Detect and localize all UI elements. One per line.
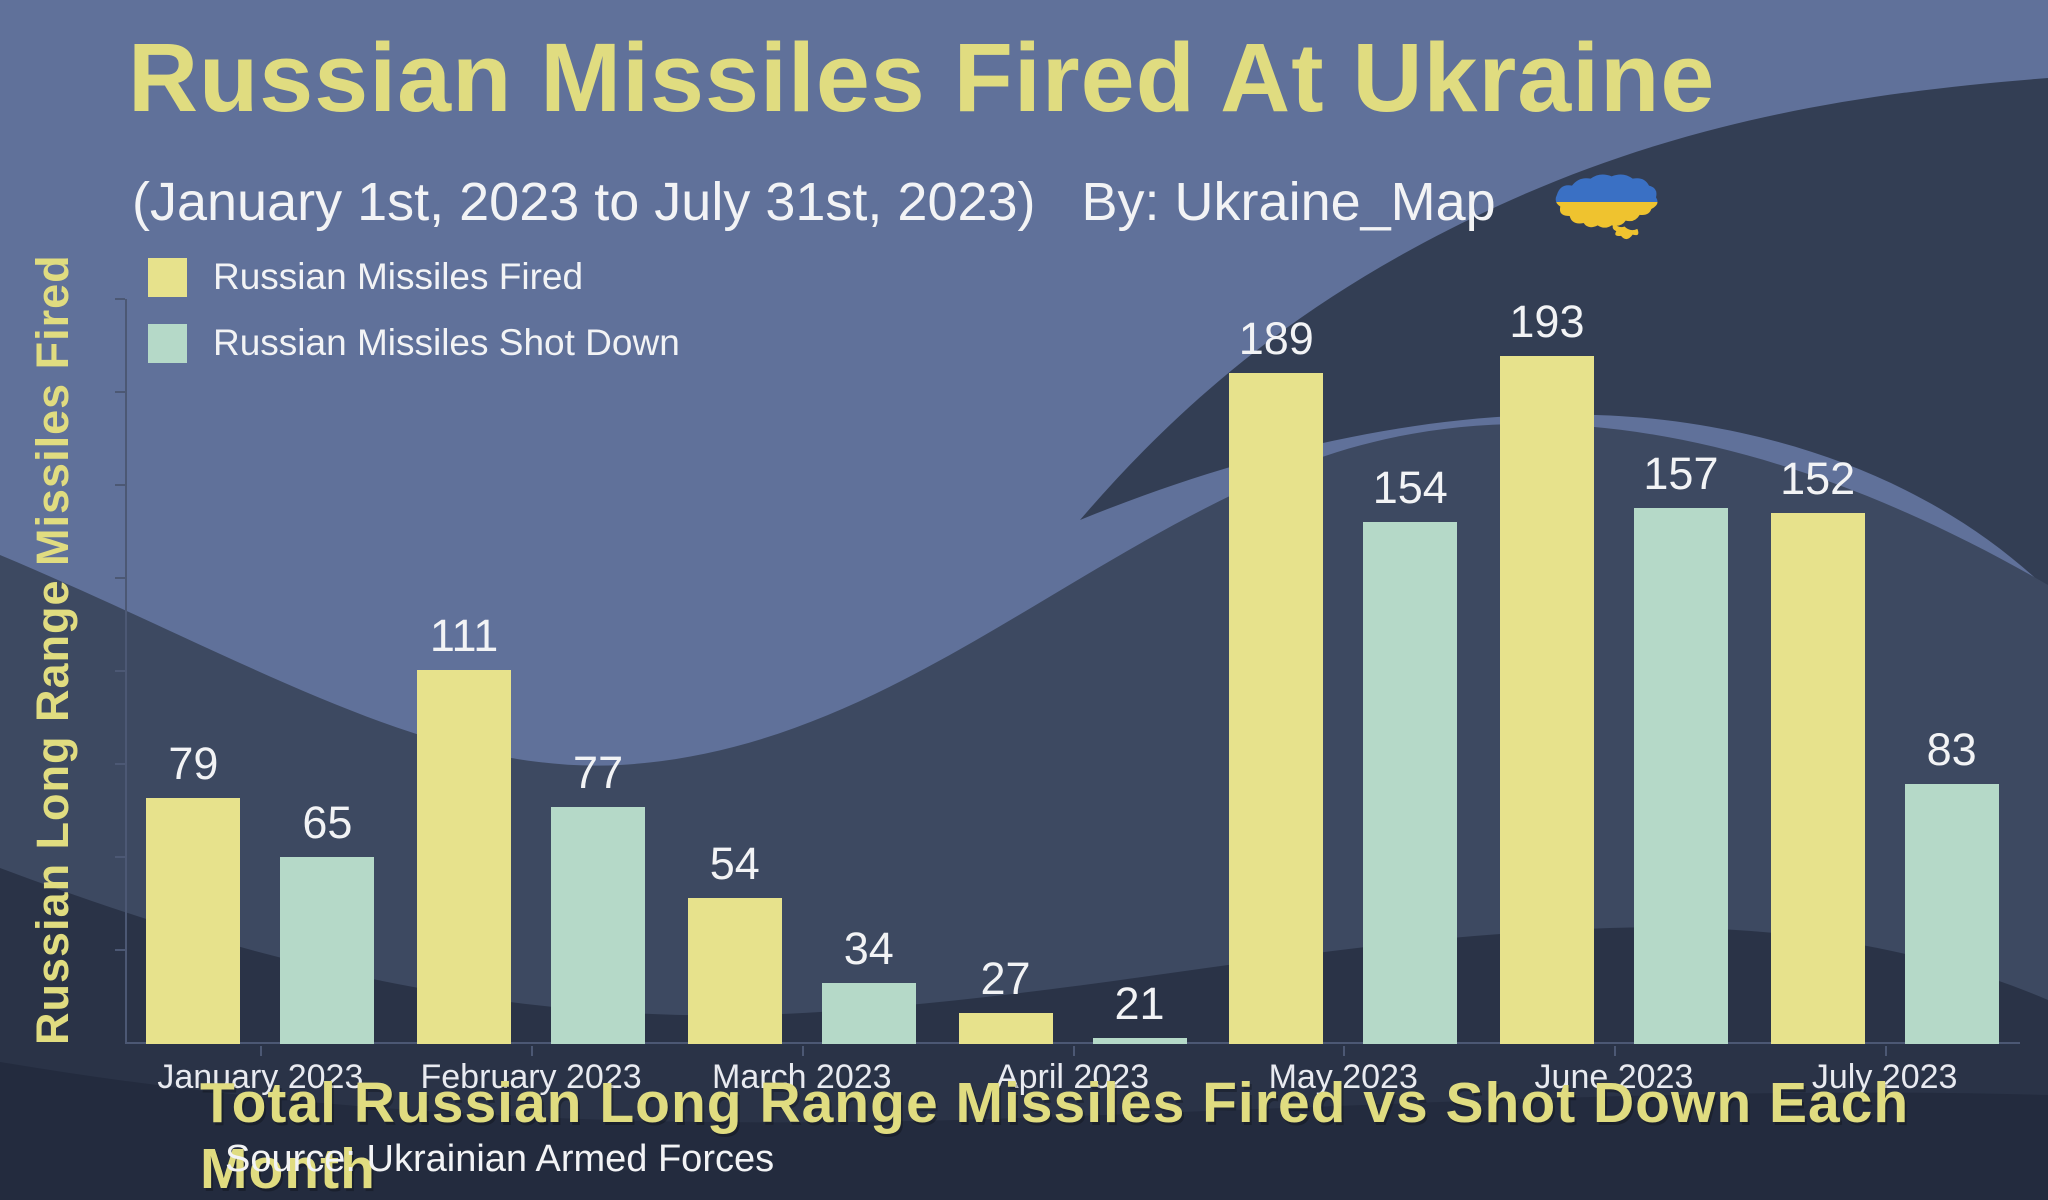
fired-bar [958,1013,1053,1044]
fired-bar-column: 193 [1499,296,1594,1044]
bar-value-label: 189 [1238,313,1314,364]
shotdown-bar [551,807,646,1044]
bar-value-label: 77 [573,747,624,798]
byline: By: Ukraine_Map [1081,172,1496,232]
fired-bar [146,798,241,1044]
source-credit: Source: Ukrainian Armed Forces [225,1138,775,1180]
fired-bar-column: 189 [1229,313,1324,1044]
bar-value-label: 157 [1643,448,1719,499]
bar-group: 111 77 February 2023 [396,284,667,1096]
fired-bar-column: 79 [146,738,241,1044]
shotdown-bar [1904,784,1999,1044]
bar-value-label: 111 [429,610,499,661]
shotdown-bar [1633,508,1728,1044]
y-axis-tick [115,763,125,765]
fired-bar [1499,356,1594,1044]
fired-bar-column: 152 [1770,453,1865,1044]
x-axis-tick [531,1046,534,1056]
fired-bar-column: 27 [958,953,1053,1044]
bar-value-label: 79 [168,738,219,789]
bar-group: 189 154 May 2023 [1208,284,1479,1096]
legend-label-shotdown: Russian Missiles Shot Down [213,322,680,363]
shotdown-bar-column: 157 [1633,448,1728,1044]
legend-label-fired: Russian Missiles Fired [213,256,584,297]
bar-value-label: 34 [843,923,894,974]
y-axis-tick [115,856,125,858]
y-axis-tick [115,298,125,300]
x-axis-tick [260,1046,263,1056]
y-axis-line [115,298,127,1044]
wave-dark-top-right [1080,78,2048,590]
shotdown-swatch [148,323,187,363]
shotdown-bar-column: 83 [1904,724,1999,1044]
subtitle-row: (January 1st, 2023 to July 31st, 2023) B… [132,160,1666,244]
fired-bar-column: 54 [687,838,782,1044]
y-axis-tick [115,484,125,486]
bar-value-label: 65 [302,797,353,848]
x-axis-category-label: May 2023 [1268,1058,1418,1096]
y-axis-tick [115,391,125,393]
bar-chart: 79 65 January 2023 111 77 February 2023 54 34 Ma… [115,284,2020,1096]
x-axis-category-label: April 2023 [995,1058,1150,1096]
bar-group: 54 34 March 2023 [666,284,937,1096]
x-axis-tick [1884,1046,1887,1056]
shotdown-bar [821,983,916,1044]
x-axis-tick [1343,1046,1346,1056]
y-axis-title: Russian Long Range Missiles Fired [27,254,78,1046]
fired-bar-column: 111 [417,610,512,1044]
bar-value-label: 154 [1372,462,1448,513]
bar-value-label: 152 [1780,453,1856,504]
chart-caption: Total Russian Long Range Missiles Fired … [200,1071,1910,1200]
shotdown-bar [280,857,375,1044]
wave-darkest [0,1062,2048,1200]
x-axis-line [125,1042,2020,1044]
shotdown-bar-column: 65 [280,797,375,1044]
date-range: (January 1st, 2023 to July 31st, 2023) [132,172,1036,232]
bar-group: 79 65 January 2023 [125,284,396,1096]
x-axis-tick [801,1046,804,1056]
bar-groups: 79 65 January 2023 111 77 February 2023 54 34 Ma… [125,284,2020,1096]
shotdown-bar [1092,1038,1187,1044]
legend: Russian Missiles Fired Russian Missiles … [148,256,680,364]
x-axis-tick [1613,1046,1616,1056]
shotdown-bar-column: 34 [821,923,916,1044]
y-axis-tick [115,670,125,672]
shotdown-bar-column: 154 [1363,462,1458,1044]
bar-value-label: 27 [980,953,1031,1004]
y-axis-tick [115,949,125,951]
bar-group: 152 83 July 2023 [1749,284,2020,1096]
fired-bar [417,670,512,1044]
shotdown-bar-column: 77 [551,747,646,1044]
fired-bar [1229,373,1324,1044]
fired-bar [687,898,782,1044]
x-axis-category-label: June 2023 [1534,1058,1694,1096]
bar-value-label: 54 [709,838,760,889]
bar-group: 27 21 April 2023 [937,284,1208,1096]
x-axis-tick [1072,1046,1075,1056]
bar-value-label: 193 [1509,296,1585,347]
y-axis-tick [115,577,125,579]
x-axis-category-label: February 2023 [420,1058,642,1096]
legend-item-fired: Russian Missiles Fired [148,256,680,298]
legend-item-shotdown: Russian Missiles Shot Down [148,322,680,364]
x-axis-category-label: July 2023 [1811,1058,1958,1096]
x-axis-category-label: March 2023 [712,1058,892,1096]
fired-swatch [148,257,187,297]
bar-group: 193 157 June 2023 [1479,284,1750,1096]
bar-value-label: 21 [1114,978,1165,1029]
x-axis-category-label: January 2023 [157,1058,364,1096]
ukraine-map-icon [1555,174,1658,240]
shotdown-bar [1363,522,1458,1044]
fired-bar [1770,513,1865,1044]
page-title: Russian Missiles Fired At Ukraine [128,23,1716,132]
shotdown-bar-column: 21 [1092,978,1187,1044]
bar-value-label: 83 [1926,724,1977,775]
